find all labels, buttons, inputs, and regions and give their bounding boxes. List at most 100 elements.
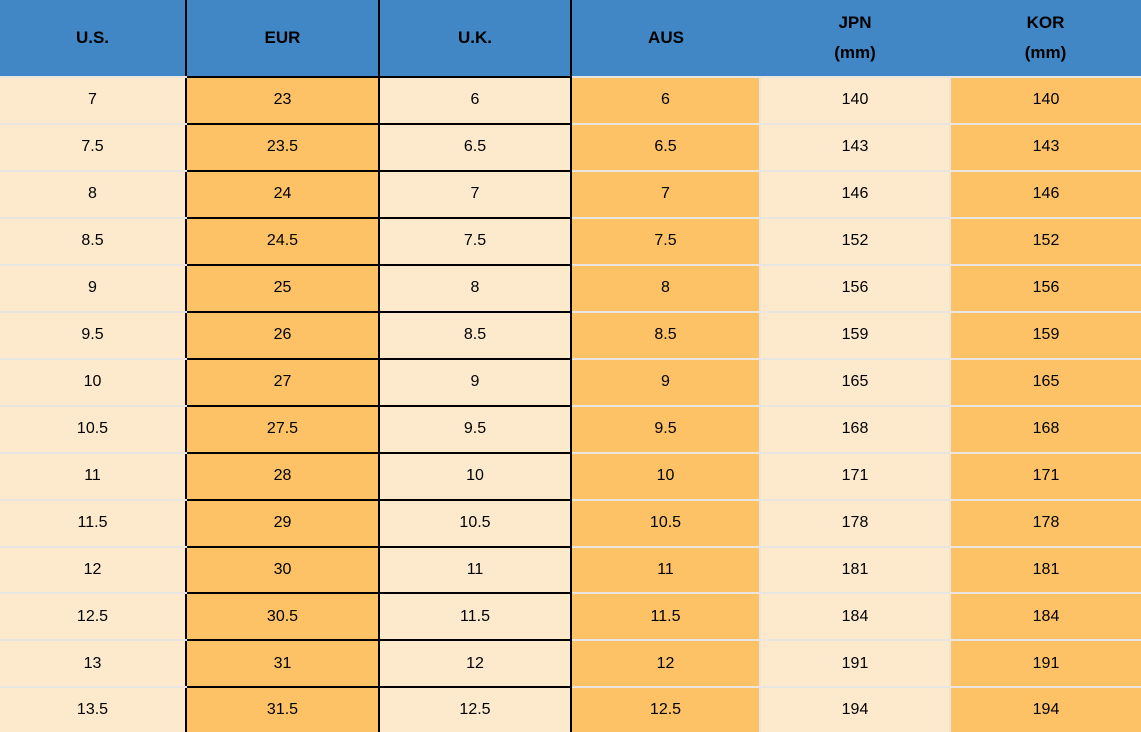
cell-us: 7.5 xyxy=(0,123,187,172)
cell-eur: 30.5 xyxy=(185,592,380,642)
cell-us: 9 xyxy=(0,264,187,313)
cell-us: 13 xyxy=(0,640,187,689)
cell-eur: 23.5 xyxy=(185,122,380,172)
cell-uk: 12 xyxy=(378,639,572,689)
table-row: 9 25 8 8 156 156 xyxy=(0,263,1141,313)
table-row: 13.5 31.5 12.5 12.5 194 194 xyxy=(0,686,1141,732)
table-row: 12.5 30.5 11.5 11.5 184 184 xyxy=(0,592,1141,642)
cell-eur: 27 xyxy=(185,357,380,407)
cell-kor: 178 xyxy=(950,499,1141,548)
cell-kor: 146 xyxy=(950,170,1141,219)
table-row: 11 28 10 10 171 171 xyxy=(0,451,1141,501)
cell-aus: 10 xyxy=(570,452,761,501)
cell-eur: 24 xyxy=(185,169,380,219)
cell-kor: 181 xyxy=(950,546,1141,595)
cell-kor: 159 xyxy=(950,311,1141,360)
cell-jpn: 184 xyxy=(760,593,951,642)
header-label: KOR xyxy=(1026,13,1065,32)
cell-uk: 9 xyxy=(378,357,572,407)
table-row: 7 23 6 6 140 140 xyxy=(0,76,1141,125)
cell-us: 10.5 xyxy=(0,405,187,454)
table-row: 11.5 29 10.5 10.5 178 178 xyxy=(0,498,1141,548)
cell-kor: 165 xyxy=(950,358,1141,407)
cell-kor: 194 xyxy=(950,687,1141,732)
cell-eur: 28 xyxy=(185,451,380,501)
header-label: EUR xyxy=(264,28,301,47)
header-cell-uk: U.K. xyxy=(378,0,572,78)
header-cell-us: U.S. xyxy=(0,0,187,78)
cell-eur: 31 xyxy=(185,639,380,689)
cell-us: 11 xyxy=(0,452,187,501)
cell-us: 8.5 xyxy=(0,217,187,266)
table-row: 8 24 7 7 146 146 xyxy=(0,169,1141,219)
cell-aus: 6.5 xyxy=(570,123,761,172)
header-label: U.S. xyxy=(75,28,110,47)
cell-aus: 12 xyxy=(570,640,761,689)
header-label: JPN xyxy=(838,13,872,32)
cell-jpn: 146 xyxy=(760,170,951,219)
cell-aus: 8 xyxy=(570,264,761,313)
table-row: 13 31 12 12 191 191 xyxy=(0,639,1141,689)
cell-jpn: 194 xyxy=(760,687,951,732)
cell-us: 12.5 xyxy=(0,593,187,642)
cell-eur: 24.5 xyxy=(185,216,380,266)
cell-eur: 29 xyxy=(185,498,380,548)
cell-jpn: 178 xyxy=(760,499,951,548)
cell-aus: 11.5 xyxy=(570,593,761,642)
cell-aus: 10.5 xyxy=(570,499,761,548)
header-row: U.S. EUR U.K. AUS JPN (mm) KOR (mm) xyxy=(0,0,1141,78)
header-label: AUS xyxy=(648,28,684,47)
table-row: 9.5 26 8.5 8.5 159 159 xyxy=(0,310,1141,360)
cell-aus: 7.5 xyxy=(570,217,761,266)
cell-kor: 152 xyxy=(950,217,1141,266)
table-header: U.S. EUR U.K. AUS JPN (mm) KOR (mm) xyxy=(0,0,1141,78)
cell-uk: 9.5 xyxy=(378,404,572,454)
cell-us: 11.5 xyxy=(0,499,187,548)
table-row: 12 30 11 11 181 181 xyxy=(0,545,1141,595)
header-cell-aus: AUS xyxy=(570,0,760,78)
cell-uk: 8.5 xyxy=(378,310,572,360)
cell-us: 7 xyxy=(0,77,187,125)
table-row: 8.5 24.5 7.5 7.5 152 152 xyxy=(0,216,1141,266)
cell-jpn: 165 xyxy=(760,358,951,407)
cell-aus: 6 xyxy=(570,77,761,125)
cell-eur: 23 xyxy=(185,76,380,125)
header-cell-eur: EUR xyxy=(185,0,380,78)
cell-uk: 7 xyxy=(378,169,572,219)
cell-kor: 140 xyxy=(950,77,1141,125)
cell-kor: 184 xyxy=(950,593,1141,642)
header-label: U.K. xyxy=(458,28,492,47)
cell-us: 8 xyxy=(0,170,187,219)
cell-eur: 25 xyxy=(185,263,380,313)
cell-aus: 8.5 xyxy=(570,311,761,360)
cell-eur: 26 xyxy=(185,310,380,360)
cell-kor: 168 xyxy=(950,405,1141,454)
cell-uk: 7.5 xyxy=(378,216,572,266)
cell-jpn: 171 xyxy=(760,452,951,501)
cell-uk: 6 xyxy=(378,76,572,125)
cell-aus: 12.5 xyxy=(570,687,761,732)
cell-kor: 156 xyxy=(950,264,1141,313)
table-row: 10.5 27.5 9.5 9.5 168 168 xyxy=(0,404,1141,454)
cell-kor: 191 xyxy=(950,640,1141,689)
cell-us: 13.5 xyxy=(0,687,187,732)
cell-jpn: 152 xyxy=(760,217,951,266)
cell-jpn: 159 xyxy=(760,311,951,360)
cell-jpn: 168 xyxy=(760,405,951,454)
cell-eur: 27.5 xyxy=(185,404,380,454)
cell-uk: 10.5 xyxy=(378,498,572,548)
cell-jpn: 143 xyxy=(760,123,951,172)
cell-aus: 11 xyxy=(570,546,761,595)
cell-eur: 31.5 xyxy=(185,686,380,732)
cell-aus: 9 xyxy=(570,358,761,407)
cell-jpn: 191 xyxy=(760,640,951,689)
table-row: 10 27 9 9 165 165 xyxy=(0,357,1141,407)
cell-uk: 6.5 xyxy=(378,122,572,172)
cell-us: 12 xyxy=(0,546,187,595)
cell-jpn: 156 xyxy=(760,264,951,313)
header-cell-kor: KOR (mm) xyxy=(950,0,1141,78)
cell-us: 10 xyxy=(0,358,187,407)
header-unit: (mm) xyxy=(834,43,876,62)
table-body: 7 23 6 6 140 140 7.5 23.5 6.5 6.5 143 14… xyxy=(0,76,1141,732)
cell-aus: 7 xyxy=(570,170,761,219)
